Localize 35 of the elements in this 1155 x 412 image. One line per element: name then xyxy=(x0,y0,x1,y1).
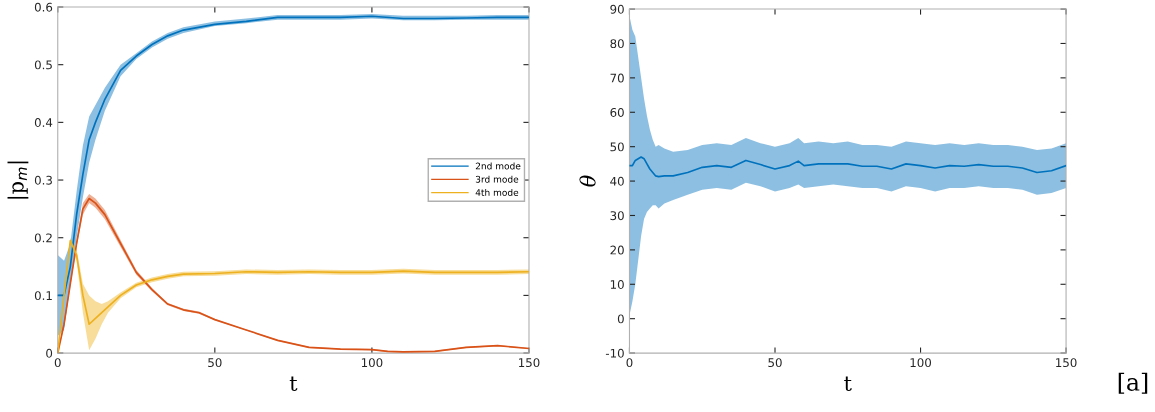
x-tick-label: 150 xyxy=(519,358,540,368)
legend-label: 2nd mode xyxy=(475,162,521,170)
x-axis-title: t xyxy=(289,376,298,392)
y-tick-label: 0.4 xyxy=(34,118,53,128)
x-tick-label: 100 xyxy=(910,358,932,368)
y-tick-label: 0.2 xyxy=(34,233,52,243)
y-tick-label: 90 xyxy=(610,4,624,14)
y-tick-label: 10 xyxy=(610,280,624,289)
y-tick-label: -10 xyxy=(605,348,624,358)
x-tick-label: 100 xyxy=(361,358,383,368)
line-series xyxy=(629,156,1067,178)
y-tick-label: 60 xyxy=(610,107,624,117)
y-tick-label: 80 xyxy=(610,39,624,49)
y-tick-label: 70 xyxy=(610,73,624,83)
legend-label: 4th mode xyxy=(475,188,519,196)
x-tick-label: 0 xyxy=(626,358,633,368)
y-tick-label: 0 xyxy=(617,314,624,324)
y-tick-label: 0.3 xyxy=(34,175,52,185)
x-tick-label: 0 xyxy=(54,358,61,368)
y-tick-label: 0.1 xyxy=(34,291,52,301)
y-tick-label: 50 xyxy=(610,142,624,152)
y-tick-label: 20 xyxy=(610,245,624,255)
y-tick-label: 40 xyxy=(610,176,624,186)
text: [a] xyxy=(1118,372,1148,394)
y-axis-title: |p$_{m}$| xyxy=(7,161,29,199)
legend-label: 3rd mode xyxy=(475,175,519,183)
y-tick-label: 0.5 xyxy=(34,60,52,70)
y-tick-label: 0.6 xyxy=(34,2,53,12)
y-axis-title: θ xyxy=(579,175,596,187)
x-tick-label: 50 xyxy=(768,358,782,368)
x-tick-label: 150 xyxy=(1056,358,1077,368)
y-tick-label: 0 xyxy=(46,348,53,358)
x-tick-label: 50 xyxy=(208,358,222,368)
y-tick-label: 30 xyxy=(610,211,624,221)
x-axis-title: t xyxy=(844,376,852,392)
